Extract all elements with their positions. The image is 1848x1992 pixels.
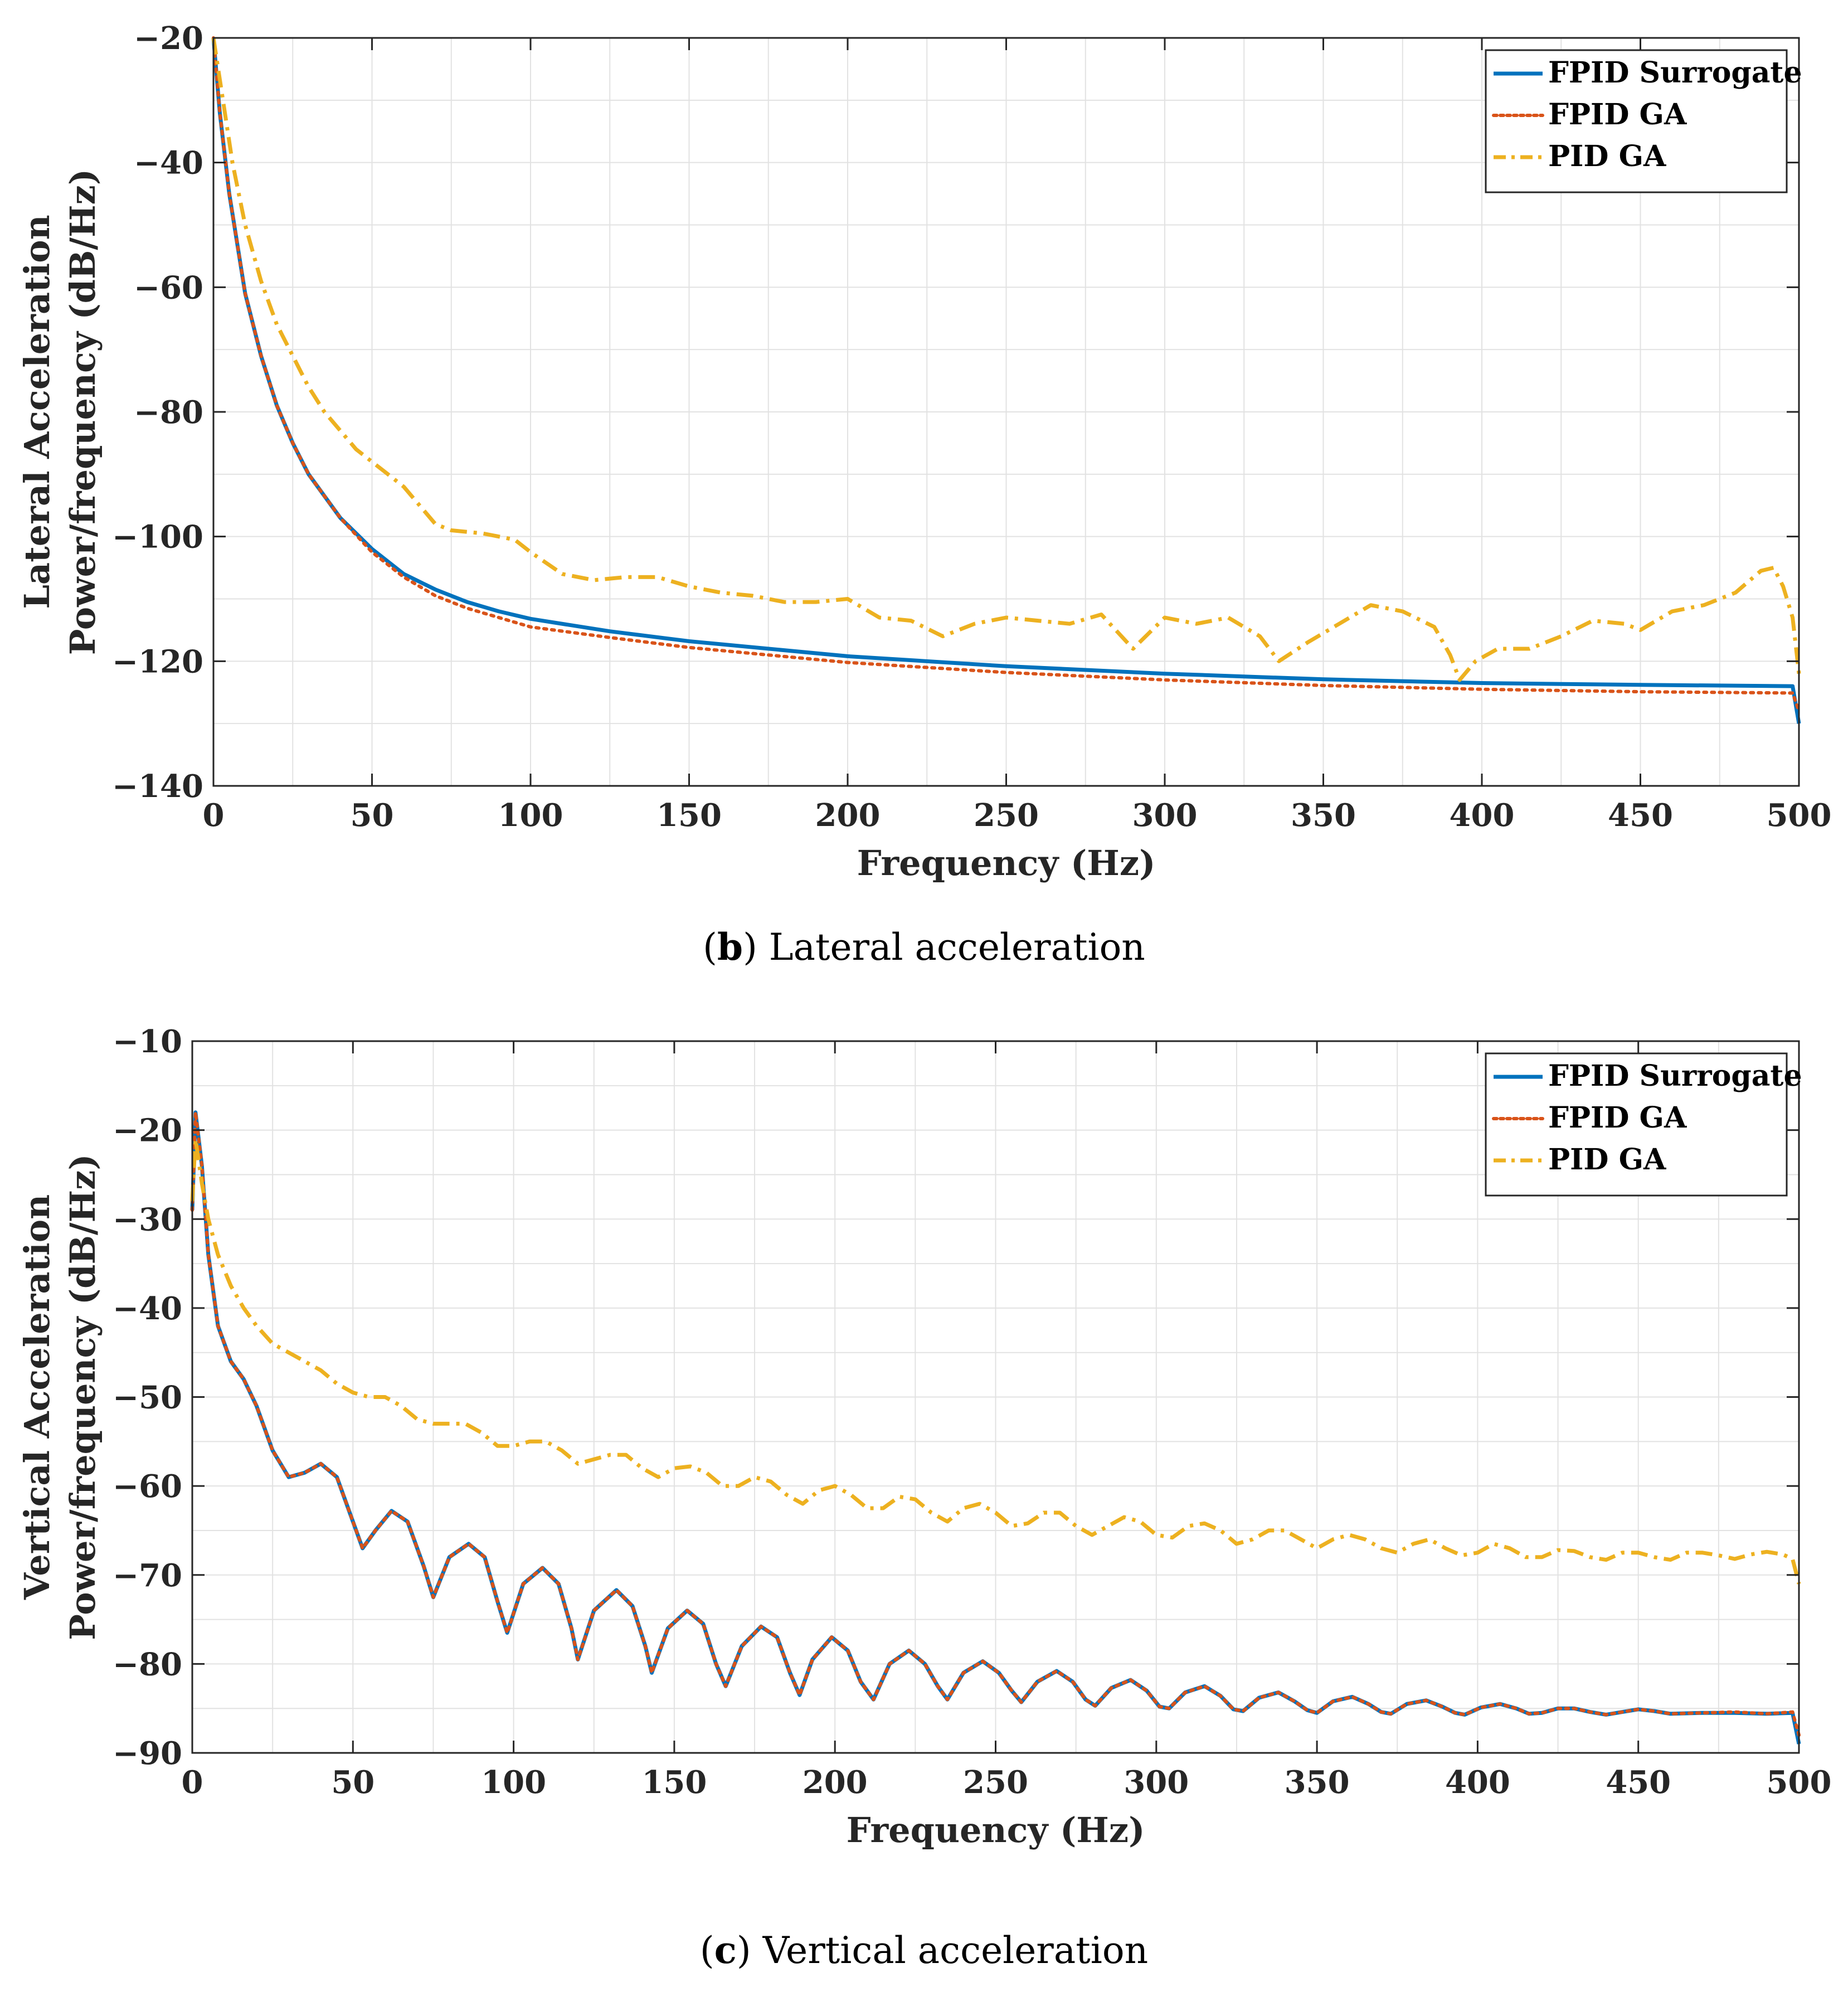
x-tick-label: 0	[182, 1764, 203, 1801]
y-tick-label: −30	[113, 1201, 182, 1238]
series-line-fpid-ga	[191, 1110, 1801, 1737]
x-axis-label: Frequency (Hz)	[847, 1810, 1145, 1850]
caption-b-label: b	[717, 925, 743, 969]
x-tick-label: 50	[351, 797, 394, 834]
y-tick-label: −40	[113, 1290, 182, 1327]
x-tick-label: 400	[1445, 1764, 1510, 1801]
x-tick-label: 100	[481, 1764, 546, 1801]
x-tick-label: 350	[1285, 1764, 1350, 1801]
y-tick-label: −20	[134, 20, 203, 57]
y-axis-label-line1: Vertical Acceleration	[17, 1194, 57, 1600]
legend-label-fpid-ga: FPID GA	[1548, 98, 1687, 132]
y-tick-label: −20	[113, 1112, 182, 1149]
x-tick-label: 500	[1767, 797, 1832, 834]
x-tick-label: 150	[656, 797, 722, 834]
x-tick-label: 500	[1767, 1764, 1832, 1801]
caption-b-text: Lateral acceleration	[769, 926, 1145, 969]
caption-c: (c) Vertical acceleration	[699, 1928, 1149, 1972]
x-tick-label: 200	[803, 1764, 868, 1801]
x-axis-label: Frequency (Hz)	[857, 843, 1156, 883]
x-tick-label: 350	[1291, 797, 1356, 834]
y-tick-label: −100	[112, 519, 203, 556]
y-tick-label: −90	[113, 1735, 182, 1772]
y-tick-label: −80	[113, 1646, 182, 1683]
y-tick-label: −120	[112, 643, 203, 680]
x-tick-label: 300	[1124, 1764, 1189, 1801]
y-tick-label: −10	[113, 1023, 182, 1060]
legend-label-fpid-ga: FPID GA	[1548, 1101, 1687, 1135]
legend-label-pid-ga: PID GA	[1548, 1143, 1666, 1177]
y-axis-label-line2: Power/frequency (dB/Hz)	[62, 169, 103, 655]
legend-label-fpid-surrogate: FPID Surrogate	[1548, 56, 1802, 90]
series-line-fpid-ga	[212, 36, 1801, 713]
x-tick-label: 450	[1606, 1764, 1671, 1801]
x-tick-label: 300	[1132, 797, 1198, 834]
x-tick-label: 100	[498, 797, 563, 834]
chart-lateral-acceleration: 0 50 100 150 200 250 300 350 400 450 500 −20 −40 −60 −…	[17, 20, 1832, 883]
y-tick-label: −40	[134, 145, 203, 182]
y-tick-label: −50	[113, 1379, 182, 1416]
legend-label-pid-ga: PID GA	[1548, 139, 1666, 173]
y-tick-label: −60	[113, 1468, 182, 1505]
x-tick-label: 50	[331, 1764, 375, 1801]
x-tick-label: 250	[974, 797, 1039, 834]
x-tick-label: 0	[203, 797, 225, 834]
x-tick-label: 200	[815, 797, 881, 834]
y-tick-label: −60	[134, 269, 203, 306]
x-tick-label: 250	[963, 1764, 1028, 1801]
legend-label-fpid-surrogate: FPID Surrogate	[1548, 1059, 1802, 1093]
series-line-pid-ga	[211, 37, 1801, 682]
x-tick-label: 450	[1608, 797, 1673, 834]
caption-c-text: Vertical acceleration	[762, 1929, 1149, 1972]
y-tick-label: −70	[113, 1557, 182, 1594]
y-axis-label-line2: Power/frequency (dB/Hz)	[62, 1154, 103, 1640]
x-tick-label: 150	[641, 1764, 707, 1801]
chart-vertical-acceleration: 0 50 100 150 200 250 300 350 400 450 500 −10 −20 −30 −…	[17, 1023, 1832, 1850]
series-line-pid-ga	[190, 1137, 1801, 1585]
y-tick-label: −80	[134, 394, 203, 431]
y-tick-label: −140	[112, 768, 203, 805]
caption-c-label: c	[714, 1928, 737, 1972]
x-tick-label: 400	[1450, 797, 1515, 834]
y-axis-label-line1: Lateral Acceleration	[17, 215, 57, 609]
caption-b: (b) Lateral acceleration	[703, 925, 1145, 969]
